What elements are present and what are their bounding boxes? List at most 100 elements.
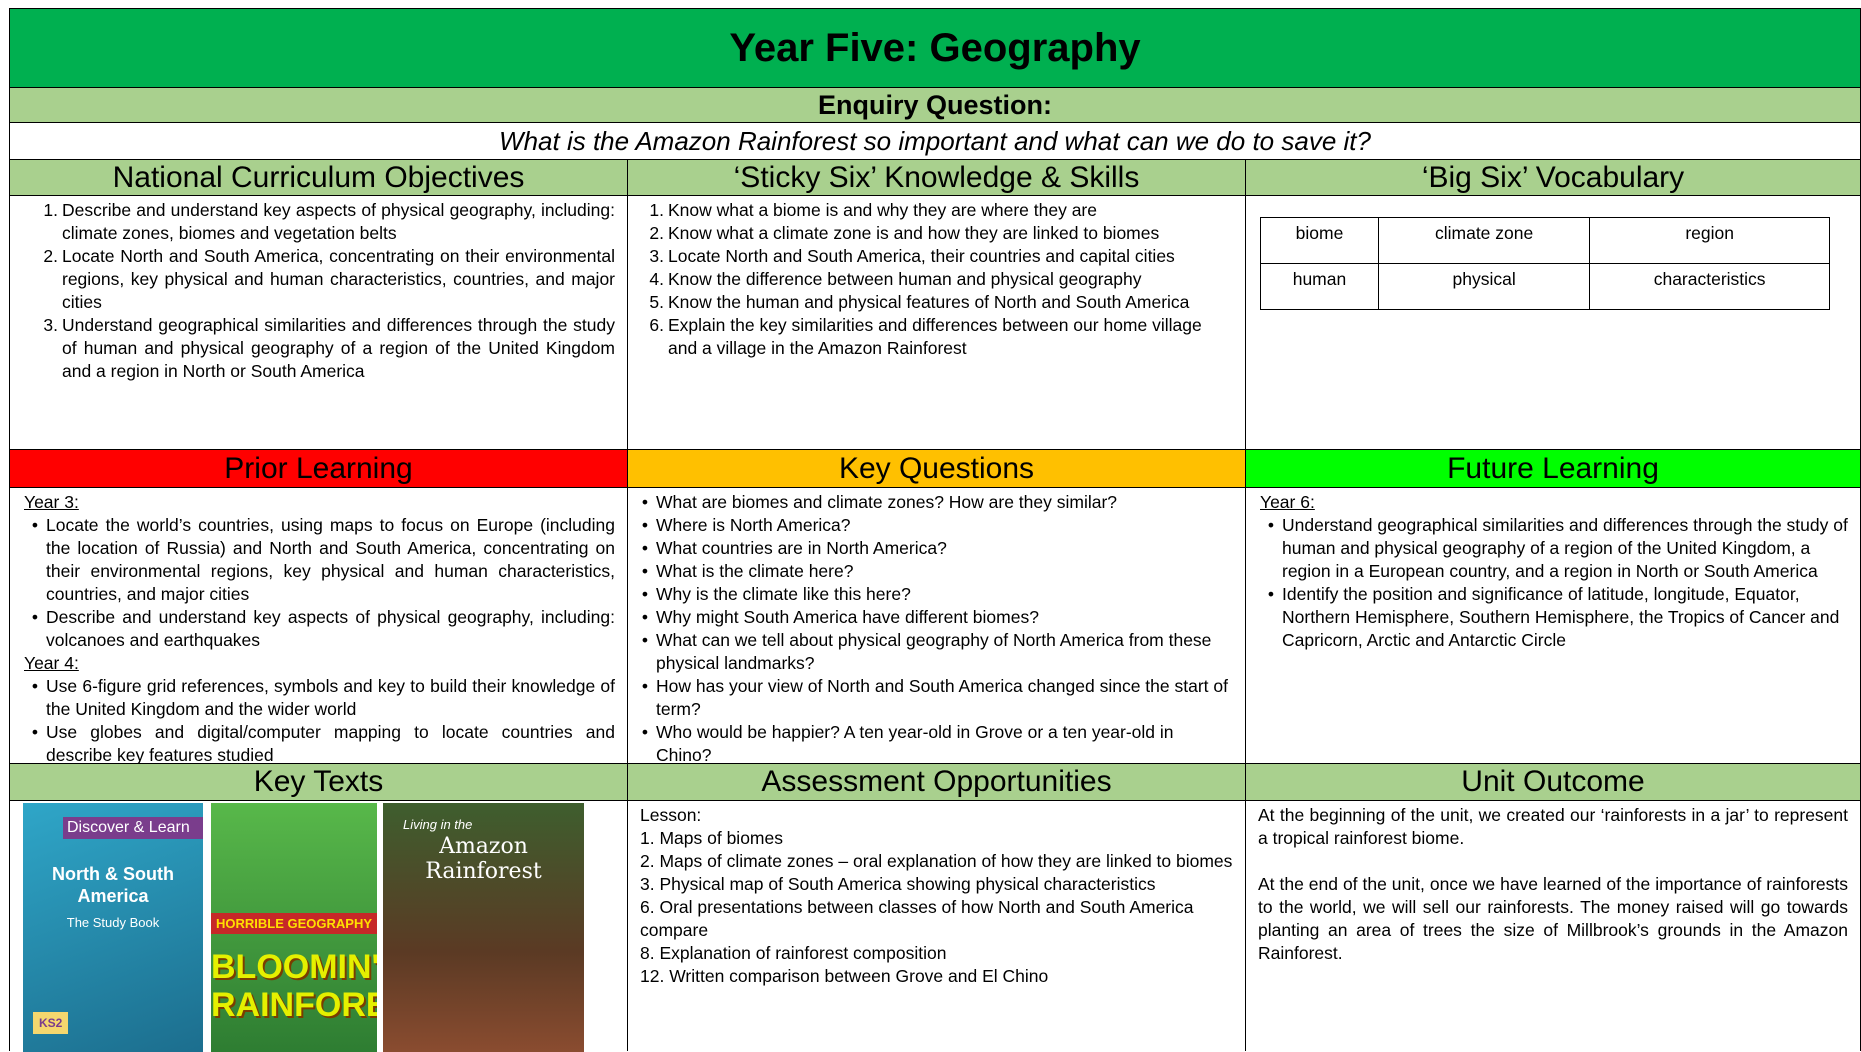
list-item: 2. Locate North and South America, concen… [38, 245, 615, 314]
year-label: Year 3: [24, 492, 79, 512]
item-text: Locate North and South America, concentr… [62, 246, 615, 312]
page-title: Year Five: Geography [9, 8, 1861, 88]
outcome-paragraph: At the beginning of the unit, we created… [1258, 805, 1848, 848]
item-number: 3. [649, 246, 664, 266]
list-item: • Understand geographical similarities an… [1260, 514, 1848, 583]
list-item: • Why is the climate like this here? [634, 583, 1233, 606]
item-text: Why is the climate like this here? [656, 584, 911, 604]
vocab-row: human physical characteristics [1260, 263, 1830, 310]
assessment-item: 3. Physical map of South America showing… [640, 874, 1156, 894]
book-cover: HORRIBLE GEOGRAPHY BLOOMIN' RAINFORESTS [211, 803, 377, 1052]
item-text: Know the human and physical features of … [668, 292, 1190, 312]
book-badge: KS2 [33, 1012, 69, 1034]
enquiry-label: Enquiry Question: [9, 87, 1861, 123]
item-text: Know what a biome is and why they are wh… [668, 200, 1097, 220]
item-text: What are biomes and climate zones? How a… [656, 492, 1118, 512]
prior-learning: Year 3: • Locate the world’s countries, us… [9, 487, 628, 764]
section-heading: Assessment Opportunities [627, 763, 1246, 801]
vocab-word: physical [1377, 263, 1591, 310]
assessment-item: 12. Written comparison between Grove and… [640, 966, 1049, 986]
book-series: Discover & Learn [63, 817, 203, 839]
list-item: • What are biomes and climate zones? How … [634, 491, 1233, 514]
bullet: • [31, 722, 39, 742]
item-number: 3. [43, 315, 58, 335]
list-item: 1. Know what a biome is and why they are … [644, 199, 1233, 222]
item-number: 2. [43, 246, 58, 266]
list-item: 5. Know the human and physical features o… [644, 291, 1233, 314]
vocab-word: biome [1260, 217, 1379, 264]
bullet: • [31, 676, 39, 696]
item-number: 2. [649, 223, 664, 243]
item-text: Why might South America have different b… [656, 607, 1039, 627]
section-heading: ‘Big Six’ Vocabulary [1245, 159, 1861, 196]
key-texts: Discover & Learn North & South America The… [9, 800, 628, 1052]
list-item: 3. Understand geographical similarities a… [38, 314, 615, 383]
item-text: Locate the world’s countries, using maps… [46, 515, 615, 604]
list-item: • What countries are in North America? [634, 537, 1233, 560]
future-learning: Year 6: • Understand geographical similari… [1245, 487, 1861, 764]
list-item: • Locate the world’s countries, using map… [24, 514, 615, 606]
item-text: Locate North and South America, their co… [668, 246, 1175, 266]
assessment-item: 6. Oral presentations between classes of… [640, 897, 1194, 940]
item-text: Where is North America? [656, 515, 851, 535]
section-heading: Key Texts [9, 763, 628, 801]
assessment-item: 1. Maps of biomes [640, 828, 783, 848]
key-questions: • What are biomes and climate zones? How … [627, 487, 1246, 764]
bullet: • [1267, 515, 1275, 535]
item-number: 1. [649, 200, 664, 220]
list-item: 1. Describe and understand key aspects of… [38, 199, 615, 245]
list-item: 3. Locate North and South America, their … [644, 245, 1233, 268]
bullet: • [641, 722, 649, 742]
assessment: Lesson: 1. Maps of biomes 2. Maps of clima… [627, 800, 1246, 1051]
assessment-item: 2. Maps of climate zones – oral explanat… [640, 851, 1233, 871]
section-heading: Unit Outcome [1245, 763, 1861, 801]
list-item: • Identify the position and significance … [1260, 583, 1848, 652]
item-text: What countries are in North America? [656, 538, 947, 558]
list-item: • What can we tell about physical geograp… [634, 629, 1233, 675]
section-heading: National Curriculum Objectives [9, 159, 628, 196]
book-series: HORRIBLE GEOGRAPHY [211, 913, 377, 934]
book-title: BLOOMIN' RAINFORESTS [211, 948, 377, 1024]
list-item: 6. Explain the key similarities and diffe… [644, 314, 1233, 360]
item-text: Describe and understand key aspects of p… [46, 607, 615, 650]
item-text: Describe and understand key aspects of p… [62, 200, 615, 243]
bullet: • [641, 584, 649, 604]
bullet: • [1267, 584, 1275, 604]
list-item: • Why might South America have different … [634, 606, 1233, 629]
bullet: • [31, 607, 39, 627]
item-text: Know what a climate zone is and how they… [668, 223, 1160, 243]
section-heading: Key Questions [627, 449, 1246, 488]
item-text: Who would be happier? A ten year-old in … [656, 722, 1174, 764]
bullet: • [641, 676, 649, 696]
list-item: • Who would be happier? A ten year-old in… [634, 721, 1233, 764]
bullet: • [641, 538, 649, 558]
item-text: How has your view of North and South Ame… [656, 676, 1228, 719]
vocab-word: characteristics [1589, 263, 1830, 310]
item-number: 4. [649, 269, 664, 289]
list-item: • How has your view of North and South Am… [634, 675, 1233, 721]
section-heading: Future Learning [1245, 449, 1861, 488]
year-label: Year 6: [1260, 492, 1315, 512]
vocabulary: biome climate zone region human physical char… [1245, 195, 1861, 450]
item-text: Know the difference between human and ph… [668, 269, 1142, 289]
item-text: Explain the key similarities and differe… [668, 315, 1202, 358]
bullet: • [641, 607, 649, 627]
item-text: Identify the position and significance o… [1282, 584, 1840, 650]
bullet: • [641, 492, 649, 512]
list-item: • Describe and understand key aspects of … [24, 606, 615, 652]
vocab-row: biome climate zone region [1260, 217, 1830, 264]
vocab-word: climate zone [1377, 217, 1591, 264]
objectives: 1. Describe and understand key aspects of… [9, 195, 628, 450]
book-subtitle: The Study Book [66, 915, 160, 930]
vocab-table: biome climate zone region human physical char… [1260, 217, 1830, 310]
item-text: Understand geographical similarities and… [62, 315, 615, 381]
lesson-label: Lesson: [640, 805, 702, 825]
enquiry-question: What is the Amazon Rainforest so importa… [9, 122, 1861, 160]
bullet: • [641, 515, 649, 535]
item-number: 6. [649, 315, 664, 335]
section-heading: Prior Learning [9, 449, 628, 488]
list-item: 2. Know what a climate zone is and how th… [644, 222, 1233, 245]
list-item: • Where is North America? [634, 514, 1233, 537]
book-series: Living in the [403, 817, 473, 832]
